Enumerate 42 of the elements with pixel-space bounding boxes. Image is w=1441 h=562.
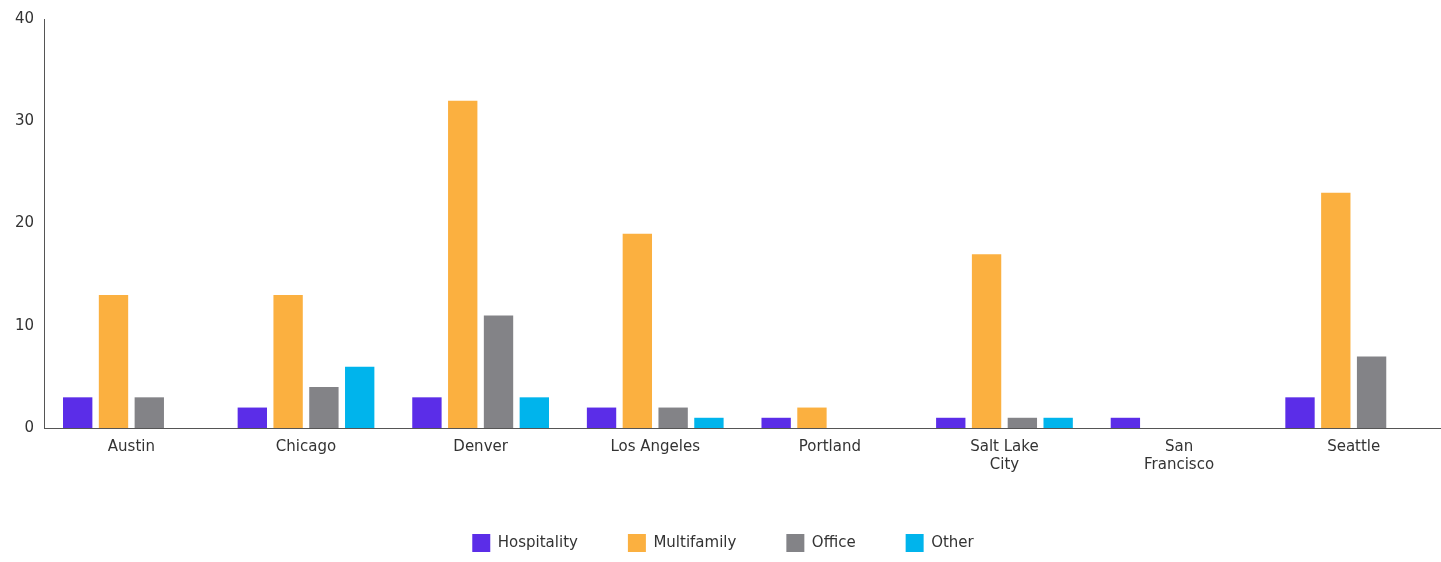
bar [1321,192,1351,428]
y-tick-label: 40 [14,8,35,27]
bar [971,254,1002,428]
bar [412,397,442,428]
bar [694,417,724,428]
bar [448,100,478,428]
bar [1110,417,1141,428]
legend-label: Other [931,532,975,551]
bar [1043,417,1073,428]
bar [586,407,617,428]
x-tick-label: Chicago [275,436,337,455]
x-tick-label: San Francisco [1144,436,1215,473]
y-tick-label: 0 [24,417,35,436]
y-tick-label: 30 [14,111,35,130]
bar [273,295,303,428]
legend-label: Hospitality [497,532,579,551]
x-tick-label: Los Angeles [610,436,701,455]
bar [936,417,966,428]
bar [797,407,827,428]
bar [658,407,688,428]
bar [98,295,129,428]
bar [1356,356,1387,428]
x-tick-label: Denver [453,436,509,455]
bar [134,397,164,428]
legend-label: Office [811,532,856,551]
bar [237,407,267,428]
bar [63,397,93,428]
y-tick-label: 10 [14,315,35,334]
bar [1007,417,1038,428]
bar [483,315,514,428]
x-tick-label: Salt Lake City [970,436,1039,473]
bar [345,366,375,428]
legend-label: Multifamily [653,532,737,551]
x-tick-label: Seattle [1327,436,1381,455]
bar [622,233,653,428]
bar [519,397,549,428]
x-tick-label: Austin [107,436,155,455]
bar [1285,397,1315,428]
x-tick-label: Portland [798,436,861,455]
bar [309,387,339,428]
bar [761,417,791,428]
y-tick-label: 20 [14,213,35,232]
